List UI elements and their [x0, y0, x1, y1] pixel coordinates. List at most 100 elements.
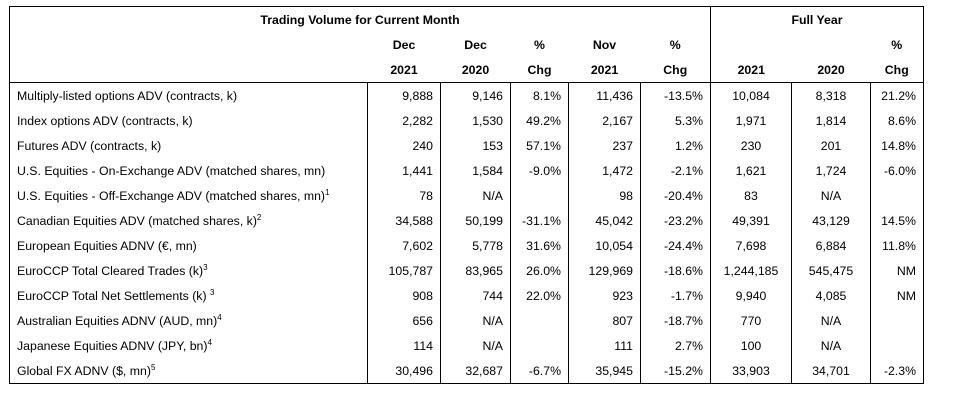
row-label: Global FX ADNV ($, mn)5	[9, 358, 368, 384]
table-cell: 1,441	[367, 158, 441, 183]
row-label-text: Global FX ADNV ($, mn)	[17, 363, 151, 378]
table-row: European Equities ADNV (€, mn) 7,602 5,778…	[9, 233, 924, 258]
table-row: U.S. Equities - Off-Exchange ADV (matche…	[9, 183, 924, 208]
table-cell: 8.6%	[870, 108, 924, 133]
table-cell: 2.7%	[640, 333, 711, 358]
row-label: European Equities ADNV (€, mn)	[9, 233, 368, 258]
header-cell: Dec	[392, 37, 416, 52]
row-label: Index options ADV (contracts, k)	[9, 108, 368, 133]
table-cell: N/A	[791, 333, 871, 358]
table-cell: 14.5%	[870, 208, 924, 233]
header-cell	[710, 32, 792, 57]
header-row-1: Trading Volume for Current Month Full Ye…	[9, 6, 924, 32]
header-cell	[792, 32, 871, 57]
table-row: Canadian Equities ADV (matched shares, k…	[9, 208, 924, 233]
table-cell: -31.1%	[510, 208, 569, 233]
table-cell: 237	[568, 133, 641, 158]
table-row: Global FX ADNV ($, mn)5 30,496 32,687 -6.7%…	[9, 358, 924, 384]
row-label-text: Australian Equities ADNV (AUD, mn)	[17, 313, 218, 328]
table-cell: NM	[870, 283, 924, 308]
table-cell: 2,282	[367, 108, 441, 133]
table-row: U.S. Equities - On-Exchange ADV (matched…	[9, 158, 924, 183]
footnote-marker: 1	[325, 187, 330, 197]
table-cell: 923	[568, 283, 641, 308]
row-label-text: EuroCCP Total Cleared Trades (k)	[17, 263, 204, 278]
footnote-marker: 4	[207, 337, 212, 347]
table-cell: 114	[367, 333, 441, 358]
table-cell: -23.2%	[640, 208, 711, 233]
table-cell: 21.2%	[870, 82, 924, 108]
header-cell: %	[870, 32, 924, 57]
table-cell	[510, 333, 569, 358]
table-cell: 49,391	[710, 208, 792, 233]
table-row: Japanese Equities ADNV (JPY, bn)4 114 N/A 1…	[9, 333, 924, 358]
row-label: Australian Equities ADNV (AUD, mn)4	[9, 308, 368, 333]
table-cell: 2,167	[568, 108, 641, 133]
table-cell: -15.2%	[640, 358, 711, 384]
table-cell: -18.6%	[640, 258, 711, 283]
table-cell: 45,042	[568, 208, 641, 233]
table-cell: 7,602	[367, 233, 441, 258]
table-cell: -6.0%	[870, 158, 924, 183]
table-cell: 57.1%	[510, 133, 569, 158]
table-cell: N/A	[440, 308, 511, 333]
table-cell: 201	[791, 133, 871, 158]
footnote-marker: 4	[217, 312, 222, 322]
row-label: Canadian Equities ADV (matched shares, k…	[9, 208, 368, 233]
header-cell: Chg	[640, 57, 711, 83]
header-cell: 2021	[367, 57, 441, 83]
trading-volume-table-container: Trading Volume for Current Month Full Ye…	[9, 6, 924, 384]
table-cell: N/A	[440, 183, 511, 208]
table-cell: 33,903	[710, 358, 792, 384]
row-label: Multiply-listed options ADV (contracts, …	[9, 82, 368, 108]
table-cell: 9,146	[440, 82, 511, 108]
table-cell: -18.7%	[640, 308, 711, 333]
table-cell: 14.8%	[870, 133, 924, 158]
table-cell	[870, 333, 924, 358]
trading-volume-table: Trading Volume for Current Month Full Ye…	[9, 6, 924, 384]
table-row: Multiply-listed options ADV (contracts, …	[9, 82, 924, 108]
header-row-3: 2021 2020 Chg 2021 Chg 2021 2020 Chg	[9, 57, 924, 83]
table-cell: 6,884	[791, 233, 871, 258]
table-row: Futures ADV (contracts, k) 240 153 57.1% 237…	[9, 133, 924, 158]
table-cell: 908	[367, 283, 441, 308]
table-cell: N/A	[791, 183, 871, 208]
footnote-marker: 5	[150, 362, 156, 372]
table-cell: 8.1%	[510, 82, 569, 108]
table-cell: 656	[367, 308, 441, 333]
table-cell: 1,621	[710, 158, 792, 183]
table-cell: 10,084	[710, 82, 792, 108]
table-cell: N/A	[440, 333, 511, 358]
table-cell: -9.0%	[510, 158, 569, 183]
table-cell: 129,969	[568, 258, 641, 283]
table-cell: 34,588	[367, 208, 441, 233]
table-cell: 1,584	[440, 158, 511, 183]
footnote-marker: 3	[203, 262, 208, 272]
table-body: Multiply-listed options ADV (contracts, …	[9, 82, 924, 384]
table-cell: 1,472	[568, 158, 641, 183]
header-row-2: Dec Dec % Nov % %	[9, 32, 924, 57]
table-cell: 5.3%	[640, 108, 711, 133]
table-row: EuroCCP Total Net Settlements (k) 3 908 74…	[9, 283, 924, 308]
table-cell: 11,436	[568, 82, 641, 108]
table-row: Index options ADV (contracts, k) 2,282 1,5…	[9, 108, 924, 133]
table-cell: 22.0%	[510, 283, 569, 308]
table-cell	[870, 308, 924, 333]
header-spacer	[9, 32, 368, 57]
current-month-title: Trading Volume for Current Month	[9, 6, 711, 32]
footnote-marker: 3	[209, 287, 215, 297]
table-cell: 5,778	[440, 233, 511, 258]
row-label-text: U.S. Equities - On-Exchange ADV (matched…	[17, 163, 326, 178]
table-cell: 8,318	[791, 82, 871, 108]
row-label-text: Index options ADV (contracts, k)	[17, 113, 193, 128]
table-row: EuroCCP Total Cleared Trades (k)3 105,787…	[9, 258, 924, 283]
table-cell: NM	[870, 258, 924, 283]
table-cell: -1.7%	[640, 283, 711, 308]
table-cell: -24.4%	[640, 233, 711, 258]
table-cell: 100	[710, 333, 792, 358]
table-cell	[510, 183, 569, 208]
header-cell: 2020	[440, 57, 511, 83]
table-cell: 807	[568, 308, 641, 333]
header-cell: %	[669, 37, 681, 52]
table-cell: 11.8%	[870, 233, 924, 258]
